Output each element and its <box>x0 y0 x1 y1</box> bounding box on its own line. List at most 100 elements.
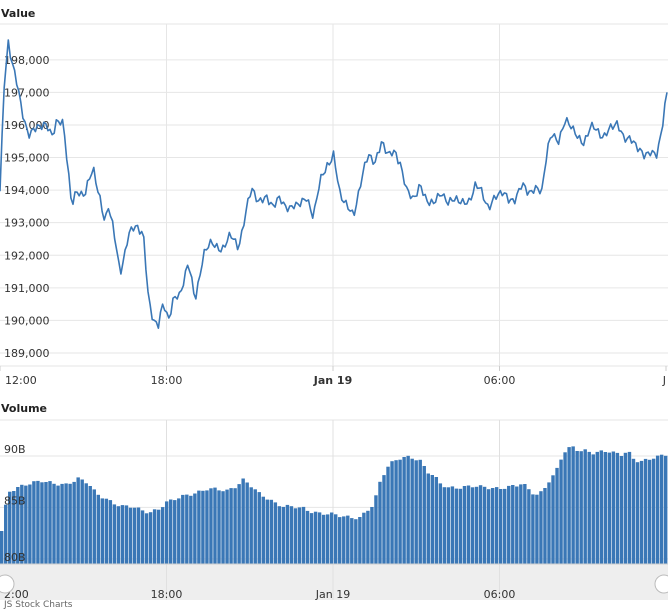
volume-bar <box>434 477 439 564</box>
volume-bar <box>301 506 306 564</box>
volume-bar <box>386 466 390 564</box>
volume-bar <box>16 487 20 564</box>
volume-bar <box>88 486 92 564</box>
price-y-tick-label: 198,000 <box>4 54 50 67</box>
volume-bar <box>277 506 282 564</box>
volume-bar <box>8 491 12 564</box>
volume-bar <box>229 488 233 564</box>
volume-bar <box>20 484 24 564</box>
volume-bar <box>358 517 362 564</box>
volume-bar <box>583 449 587 564</box>
volume-bar <box>470 487 475 564</box>
volume-bar <box>245 482 249 564</box>
price-y-tick-label: 189,000 <box>4 347 50 360</box>
volume-bar <box>181 494 185 564</box>
volume-bar <box>209 488 213 564</box>
volume-bar <box>281 506 286 564</box>
volume-bar <box>112 504 117 564</box>
volume-bar <box>458 488 463 564</box>
volume-bar <box>285 504 290 564</box>
volume-bar <box>543 488 547 564</box>
volume-bar <box>120 505 125 564</box>
volume-y-tick-label: 85B <box>4 494 26 507</box>
volume-bar <box>152 509 157 564</box>
volume-bar <box>193 493 197 564</box>
volume-bar <box>635 462 640 564</box>
volume-x-tick-label: Jan 19 <box>315 588 350 601</box>
volume-bar <box>394 460 398 564</box>
volume-bar <box>173 500 177 564</box>
volume-bar <box>418 459 422 564</box>
volume-bar <box>498 489 503 564</box>
volume-bar <box>185 494 189 564</box>
price-y-tick-label: 192,000 <box>4 249 50 262</box>
volume-bar <box>503 488 507 564</box>
volume-bar <box>197 490 201 564</box>
volume-bar <box>390 461 394 564</box>
volume-bar <box>334 514 338 564</box>
volume-bar <box>615 452 620 564</box>
volume-bar <box>104 498 109 564</box>
volume-bar <box>156 509 161 564</box>
volume-bar <box>289 506 294 564</box>
volume-bar <box>0 531 4 564</box>
volume-y-tick-label: 80B <box>4 551 26 564</box>
volume-bar <box>595 451 599 564</box>
volume-bar <box>329 512 334 564</box>
volume-bar <box>233 488 237 564</box>
volume-bar <box>309 513 314 564</box>
volume-bar <box>313 511 318 564</box>
volume-bar <box>362 512 366 564</box>
volume-bar <box>96 494 100 564</box>
volume-bar <box>643 458 648 564</box>
volume-bar <box>144 513 149 564</box>
volume-bar <box>611 451 616 564</box>
volume-bars <box>0 446 668 564</box>
volume-bar <box>571 446 575 564</box>
volume-bar <box>148 512 153 564</box>
volume-bar <box>116 506 121 564</box>
price-series-line <box>0 39 668 329</box>
volume-bar <box>655 455 660 564</box>
volume-bar <box>563 452 567 564</box>
volume-bar <box>354 519 358 564</box>
volume-bar <box>342 516 346 564</box>
navigator-left-handle[interactable] <box>0 574 15 594</box>
volume-bar <box>370 507 374 564</box>
volume-bar <box>140 510 145 564</box>
price-panel-title: Value <box>1 7 35 20</box>
volume-bar <box>398 459 402 564</box>
volume-bar <box>527 489 531 564</box>
chart-credit: JS Stock Charts <box>4 600 73 610</box>
navigator-right-handle[interactable] <box>654 574 668 594</box>
volume-bar <box>523 484 527 564</box>
volume-bar <box>466 485 471 564</box>
volume-bar <box>72 481 76 564</box>
volume-bar <box>56 485 60 564</box>
volume-bar <box>237 484 241 564</box>
volume-bar <box>60 483 64 564</box>
volume-bar <box>515 486 519 564</box>
price-panel: Value 189,000 190,000 191,000 192,000 193,00… <box>0 7 668 387</box>
volume-x-axis-labels: 2:00 18:00 Jan 19 06:00 <box>4 588 515 601</box>
volume-bar <box>494 487 499 564</box>
volume-bar <box>410 458 414 564</box>
volume-bar <box>164 501 169 564</box>
volume-bar <box>402 457 406 564</box>
volume-bar <box>559 459 563 564</box>
volume-bar <box>591 454 595 564</box>
navigator-strip[interactable] <box>0 564 668 600</box>
volume-bar <box>474 486 479 564</box>
volume-bar <box>579 451 583 564</box>
volume-bar <box>269 499 274 564</box>
volume-bar <box>651 458 656 564</box>
volume-bar <box>64 483 68 564</box>
volume-bar <box>80 479 84 564</box>
volume-bar <box>539 491 543 564</box>
price-y-tick-label: 190,000 <box>4 314 50 327</box>
volume-bar <box>84 483 88 564</box>
volume-bar <box>599 450 604 564</box>
price-x-tick-label: 06:00 <box>484 374 516 387</box>
volume-bar <box>647 459 652 564</box>
